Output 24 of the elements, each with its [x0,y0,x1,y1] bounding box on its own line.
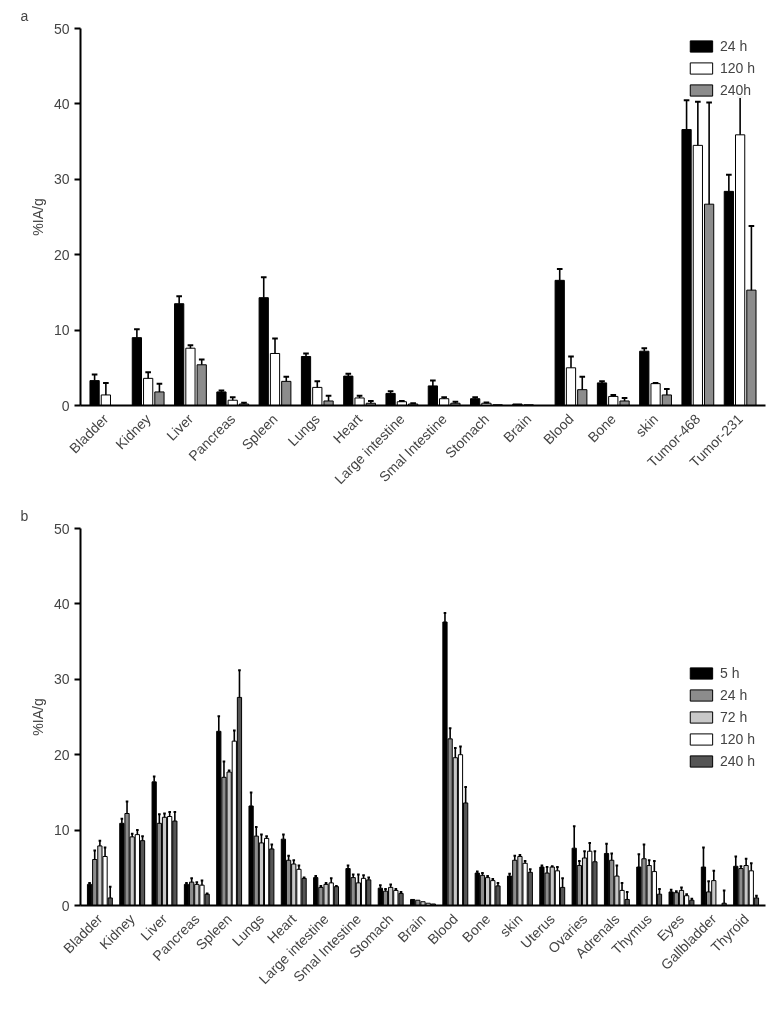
legend-label: 240 h [719,752,755,769]
y-tick-label: 0 [61,397,70,414]
y-tick-label: 40 [53,95,70,112]
y-tick-label: 40 [53,595,70,612]
legend-label: 72 h [719,708,748,725]
legend-label: 5 h [719,664,740,681]
chart-title: b [20,507,29,524]
y-axis-title: %IA/g [29,698,46,736]
y-tick-label: 50 [53,20,70,37]
chart-title: a [20,7,29,24]
y-axis-title: %IA/g [29,198,46,236]
y-tick-label: 30 [53,671,70,688]
legend-label: 120 h [719,730,755,747]
y-tick-label: 20 [53,746,70,763]
y-tick-label: 10 [53,822,70,839]
legend-label: 120 h [719,60,755,76]
y-tick-label: 50 [53,520,70,537]
y-tick-label: 30 [53,171,70,188]
y-tick-label: 10 [53,322,70,339]
y-tick-label: 0 [61,897,70,914]
legend-label: 24 h [719,38,748,54]
legend-label: 24 h [719,686,748,703]
y-tick-label: 20 [53,246,70,263]
legend-label: 240h [719,82,752,98]
